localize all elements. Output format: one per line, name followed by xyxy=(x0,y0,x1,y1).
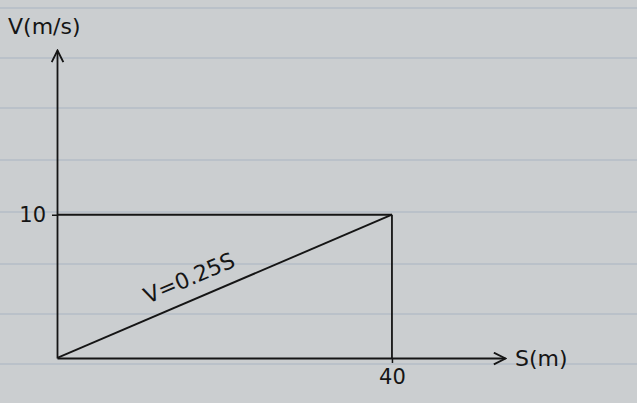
x-axis: 40 xyxy=(58,358,506,389)
y-tick: 10 xyxy=(19,203,57,227)
x-axis-title: S(m) xyxy=(515,346,568,371)
guide-vertical xyxy=(391,215,393,358)
plot-area xyxy=(57,215,392,358)
paper-rules xyxy=(0,8,637,364)
paper-rule xyxy=(0,263,637,264)
line-annotation: V=0.25S xyxy=(140,248,238,309)
paper-rule xyxy=(0,57,637,58)
y-axis-line xyxy=(57,51,59,359)
paper-rule xyxy=(0,107,637,108)
paper-rule xyxy=(0,159,637,160)
guide-horizontal xyxy=(57,214,392,216)
x-tick: 40 xyxy=(379,358,406,389)
y-tick-label: 10 xyxy=(19,203,46,227)
paper-rule xyxy=(0,7,637,8)
x-tick-mark xyxy=(392,358,394,363)
y-tick-mark xyxy=(52,214,57,216)
paper-rule xyxy=(0,211,637,212)
y-axis-title: V(m/s) xyxy=(8,14,81,39)
x-axis-line xyxy=(58,358,506,360)
y-axis: 10 xyxy=(19,51,57,359)
data-line xyxy=(57,215,392,358)
x-tick-label: 40 xyxy=(379,365,406,389)
paper-rule xyxy=(0,313,637,314)
chart-svg: 40 10 V(m/s) S(m) V=0.25S xyxy=(0,0,637,403)
chart-root: 40 10 V(m/s) S(m) V=0.25S xyxy=(0,0,637,403)
paper xyxy=(0,0,637,403)
